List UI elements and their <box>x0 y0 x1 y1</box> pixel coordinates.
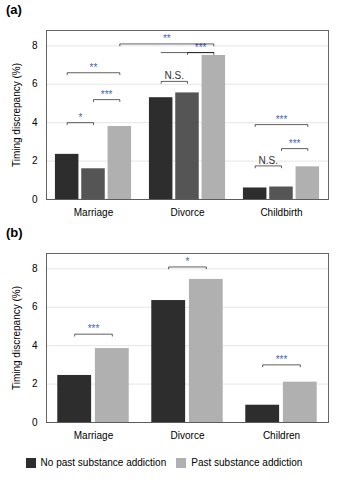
svg-text:***: *** <box>289 138 301 149</box>
svg-text:Marriage: Marriage <box>74 430 114 441</box>
svg-text:N.S.: N.S. <box>165 70 184 81</box>
svg-text:**: ** <box>163 33 171 44</box>
html-text:Past substance addiction: Past substance addiction <box>191 457 303 468</box>
svg-text:6: 6 <box>32 301 38 312</box>
svg-text:Timing discrepancy (%): Timing discrepancy (%) <box>11 286 22 390</box>
html-text:(b): (b) <box>6 225 23 240</box>
svg-text:4: 4 <box>32 117 38 128</box>
svg-text:**: ** <box>90 62 98 73</box>
svg-text:***: *** <box>276 354 288 365</box>
svg-text:Timing discrepancy (%): Timing discrepancy (%) <box>11 63 22 167</box>
svg-text:*: * <box>78 112 82 123</box>
svg-text:Childbirth: Childbirth <box>260 207 302 218</box>
svg-text:0: 0 <box>32 194 38 205</box>
html-text:No past substance addiction: No past substance addiction <box>40 457 167 468</box>
svg-text:***: *** <box>195 42 207 53</box>
svg-text:Divorce: Divorce <box>171 430 205 441</box>
svg-text:***: *** <box>276 114 288 125</box>
svg-text:***: *** <box>101 89 113 100</box>
svg-text:8: 8 <box>32 263 38 274</box>
svg-text:***: *** <box>88 323 100 334</box>
svg-text:Children: Children <box>263 430 300 441</box>
svg-text:2: 2 <box>32 378 38 389</box>
svg-text:6: 6 <box>32 78 38 89</box>
svg-text:N.S.: N.S. <box>259 155 278 166</box>
svg-text:0: 0 <box>32 417 38 428</box>
svg-text:*: * <box>186 256 190 267</box>
svg-text:Divorce: Divorce <box>171 207 205 218</box>
svg-text:2: 2 <box>32 155 38 166</box>
svg-text:8: 8 <box>32 40 38 51</box>
html-text:(a): (a) <box>6 2 22 17</box>
svg-text:Marriage: Marriage <box>74 207 114 218</box>
svg-text:4: 4 <box>32 340 38 351</box>
